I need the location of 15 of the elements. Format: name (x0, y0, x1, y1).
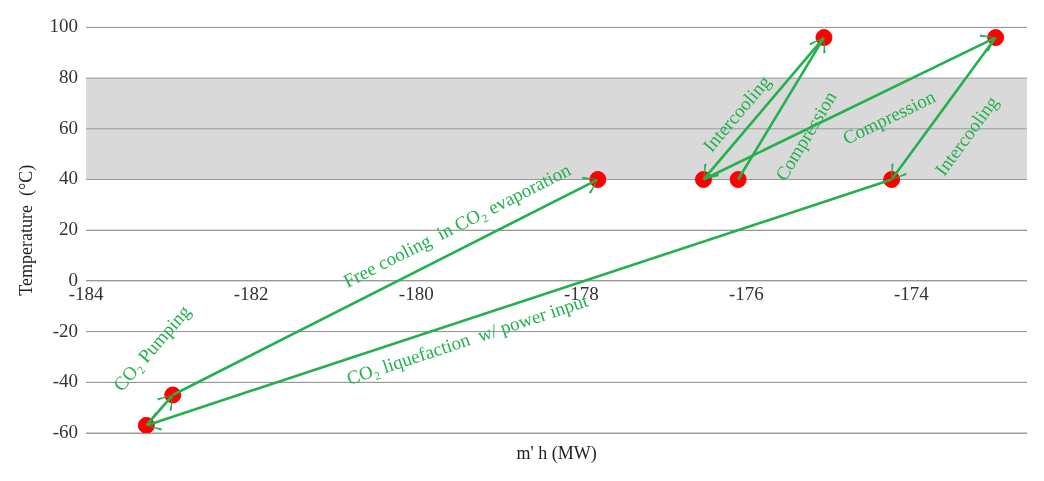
point (729, 171, 747, 188)
x-tick-label: -180 (398, 283, 434, 305)
x-axis-title: m' h (MW) (516, 442, 597, 464)
x-tick-label: -182 (233, 283, 269, 305)
y-axis-title: Temperature (°C) (15, 164, 37, 296)
y-tick-label: 60 (59, 116, 79, 138)
x-tick-label: -176 (728, 283, 764, 305)
y-tick-label: 100 (49, 15, 79, 37)
y-tick-label: 20 (59, 218, 79, 240)
y-tick-label: 80 (59, 66, 79, 88)
y-tick-label: -40 (52, 370, 79, 392)
x-tick-label: -174 (894, 283, 930, 305)
y-tick-label: 40 (59, 167, 79, 189)
y-tick-label: -20 (52, 319, 79, 341)
y-tick-label: -60 (52, 420, 79, 442)
